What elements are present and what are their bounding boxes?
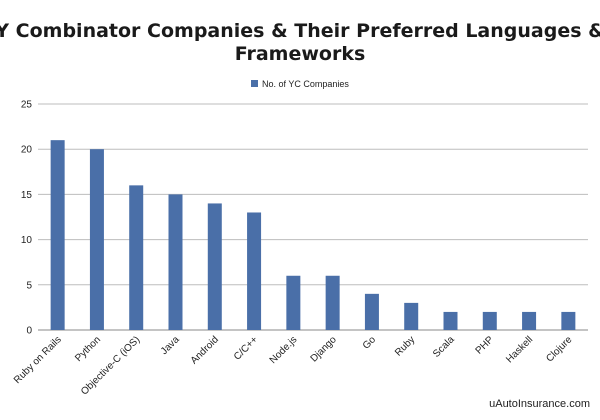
y-tick-label: 25 <box>21 100 33 111</box>
bar <box>50 140 65 330</box>
y-tick-label: 5 <box>26 280 32 291</box>
legend-label: No. of YC Companies <box>262 79 349 89</box>
x-tick-label: Java <box>159 334 182 357</box>
bar <box>325 275 340 330</box>
bar <box>404 302 419 330</box>
bar <box>247 212 262 330</box>
x-tick-label: Ruby on Rails <box>12 334 64 386</box>
source-credit: uAutoInsurance.com <box>489 398 590 410</box>
y-axis-ticks: 0 5 10 15 20 25 <box>21 100 33 337</box>
gridlines <box>38 103 588 331</box>
x-tick-label: Django <box>309 334 339 364</box>
x-tick-label: C/C++ <box>232 334 260 362</box>
bar <box>207 203 222 330</box>
x-tick-label: PHP <box>474 334 497 357</box>
bar <box>561 311 576 330</box>
bar <box>129 185 144 330</box>
bar <box>168 194 183 330</box>
bar <box>482 311 497 330</box>
legend: No. of YC Companies <box>251 79 349 89</box>
y-tick-label: 20 <box>21 145 33 156</box>
bars <box>50 140 576 330</box>
x-tick-label: Scala <box>431 334 457 360</box>
x-tick-label: Go <box>361 334 379 352</box>
chart-title-line-1: Y Combinator Companies & Their Preferred… <box>0 20 600 42</box>
x-tick-label: Node.js <box>268 334 300 366</box>
bar <box>443 311 458 330</box>
y-tick-label: 15 <box>21 190 33 201</box>
y-tick-label: 10 <box>21 235 33 246</box>
x-tick-label: Android <box>189 334 221 366</box>
x-tick-label: Python <box>73 334 103 364</box>
x-tick-label: Clojure <box>544 334 574 364</box>
legend-swatch <box>251 80 258 87</box>
x-tick-label: Ruby <box>393 334 417 358</box>
bar <box>89 149 104 330</box>
x-tick-label: Haskell <box>504 334 535 365</box>
chart-title-line-2: Frameworks <box>235 43 366 65</box>
bar <box>286 275 301 330</box>
bar <box>364 293 379 330</box>
bar <box>522 311 537 330</box>
y-tick-label: 0 <box>26 326 32 337</box>
